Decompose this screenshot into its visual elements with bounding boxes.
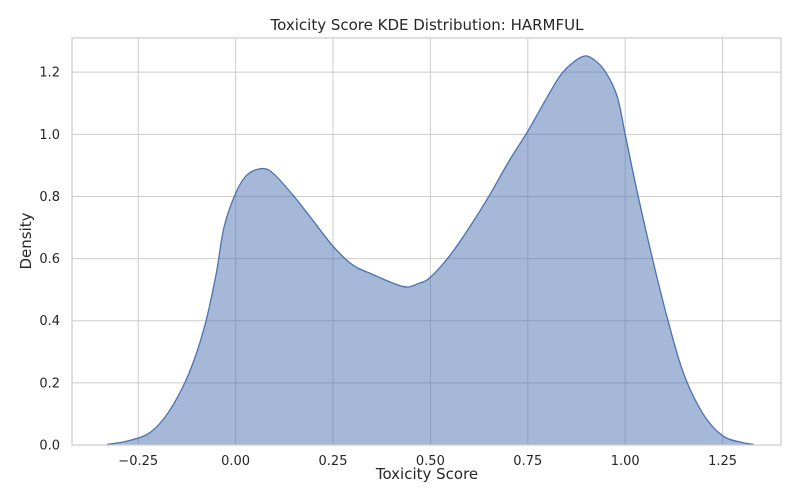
y-tick-label: 0.2 — [39, 376, 60, 391]
chart-title: Toxicity Score KDE Distribution: HARMFUL — [270, 16, 585, 34]
kde-area-fill — [107, 55, 754, 446]
y-tick-label: 0.0 — [39, 439, 60, 454]
x-axis-label: Toxicity Score — [375, 465, 478, 483]
x-tick-labels: −0.25 0.00 0.25 0.50 0.75 1.00 1.25 — [118, 454, 737, 469]
y-tick-label: 1.0 — [39, 128, 60, 143]
y-axis-label: Density — [17, 212, 35, 269]
y-tick-label: 0.6 — [39, 252, 60, 267]
x-tick-label: 0.50 — [416, 454, 445, 469]
x-tick-label: 0.75 — [513, 454, 542, 469]
y-tick-labels: 0.0 0.2 0.4 0.6 0.8 1.0 1.2 — [39, 66, 60, 454]
y-tick-label: 0.8 — [39, 190, 60, 205]
plot-frame — [71, 37, 782, 446]
x-tick-label: 1.00 — [611, 454, 640, 469]
y-tick-label: 1.2 — [39, 66, 60, 81]
kde-density-line — [106, 55, 754, 446]
x-tick-label: 0.00 — [221, 454, 250, 469]
x-tick-label: −0.25 — [118, 454, 158, 469]
x-tick-label: 0.25 — [319, 454, 348, 469]
area-layer — [106, 55, 754, 446]
y-tick-label: 0.4 — [39, 314, 60, 329]
x-tick-label: 1.25 — [708, 454, 737, 469]
